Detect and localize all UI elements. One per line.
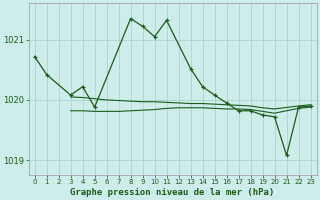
X-axis label: Graphe pression niveau de la mer (hPa): Graphe pression niveau de la mer (hPa) (70, 188, 275, 197)
